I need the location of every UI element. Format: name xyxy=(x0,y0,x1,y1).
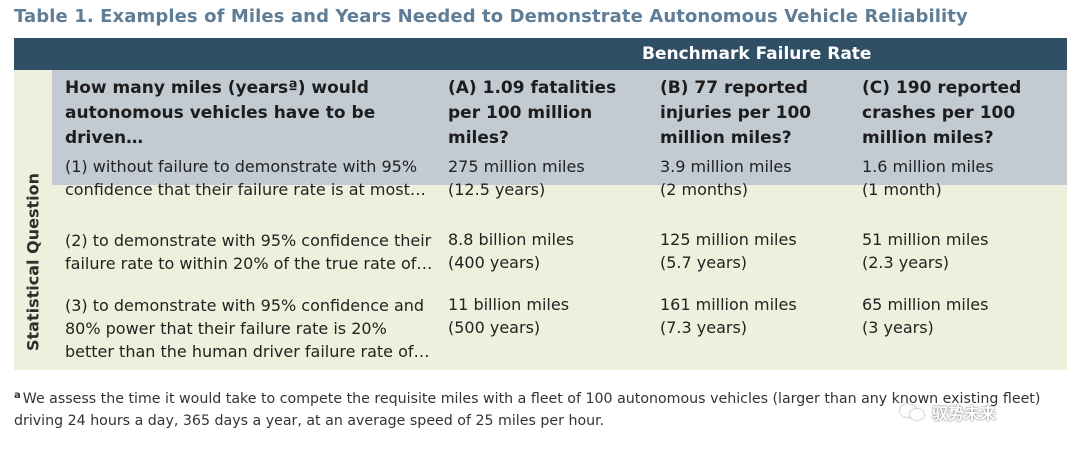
row-3-col-a: 11 billion miles (500 years) xyxy=(448,293,648,339)
row-3-col-c: 65 million miles (3 years) xyxy=(862,293,1052,339)
row-1-b-time: (2 months) xyxy=(660,180,749,199)
footnote-marker: a xyxy=(14,390,21,401)
footnote-text: We assess the time it would take to comp… xyxy=(14,391,1041,429)
row-2-c-miles: 51 million miles xyxy=(862,230,989,249)
row-2-col-a: 8.8 billion miles (400 years) xyxy=(448,228,648,274)
row-2-question: (2) to demonstrate with 95% confidence t… xyxy=(65,231,433,273)
row-1-a-time: (12.5 years) xyxy=(448,180,546,199)
row-3-question: (3) to demonstrate with 95% confidence a… xyxy=(65,296,430,361)
side-column: Statistical Question xyxy=(14,70,52,370)
row-1-b-miles: 3.9 million miles xyxy=(660,157,792,176)
row-1-a-miles: 275 million miles xyxy=(448,157,585,176)
side-label: Statistical Question xyxy=(23,173,43,351)
header-col-b: (B) 77 reported injuries per 100 million… xyxy=(660,78,812,148)
row-2-a-miles: 8.8 billion miles xyxy=(448,230,575,249)
row-1-c-time: (1 month) xyxy=(862,180,942,199)
header-row xyxy=(52,70,1067,185)
row-1-question: (1) without failure to demonstrate with … xyxy=(65,157,426,199)
row-1-col-c: 1.6 million miles (1 month) xyxy=(862,155,1052,201)
row-3-a-time: (500 years) xyxy=(448,318,541,337)
row-3-a-miles: 11 billion miles xyxy=(448,295,570,314)
footnote: a We assess the time it would take to com… xyxy=(14,385,1064,432)
table-title: Table 1. Examples of Miles and Years Nee… xyxy=(14,6,968,27)
benchmark-band: Benchmark Failure Rate xyxy=(14,38,1067,70)
header-col-c: (C) 190 reported crashes per 100 million… xyxy=(862,78,1022,148)
row-3-b-time: (7.3 years) xyxy=(660,318,748,337)
row-2-b-miles: 125 million miles xyxy=(660,230,797,249)
row-2-c-time: (2.3 years) xyxy=(862,253,950,272)
wechat-icon xyxy=(900,402,926,422)
row-3-c-time: (3 years) xyxy=(862,318,934,337)
watermark: 驭势未来 xyxy=(900,400,996,424)
header-col-a: (A) 1.09 fatalities per 100 million mile… xyxy=(448,78,617,148)
row-3-col-b: 161 million miles (7.3 years) xyxy=(660,293,850,339)
row-2-b-time: (5.7 years) xyxy=(660,253,748,272)
row-3-c-miles: 65 million miles xyxy=(862,295,989,314)
row-2-a-time: (400 years) xyxy=(448,253,541,272)
reliability-table: Benchmark Failure Rate Statistical Quest… xyxy=(14,38,1067,370)
row-2-col-b: 125 million miles (5.7 years) xyxy=(660,228,850,274)
row-3-b-miles: 161 million miles xyxy=(660,295,797,314)
benchmark-label: Benchmark Failure Rate xyxy=(642,44,872,64)
row-1-col-a: 275 million miles (12.5 years) xyxy=(448,155,648,201)
row-1-c-miles: 1.6 million miles xyxy=(862,157,994,176)
row-2-col-c: 51 million miles (2.3 years) xyxy=(862,228,1052,274)
header-question: How many miles (yearsª) would autonomous… xyxy=(65,78,376,148)
row-1-col-b: 3.9 million miles (2 months) xyxy=(660,155,850,201)
watermark-text: 驭势未来 xyxy=(932,404,997,423)
